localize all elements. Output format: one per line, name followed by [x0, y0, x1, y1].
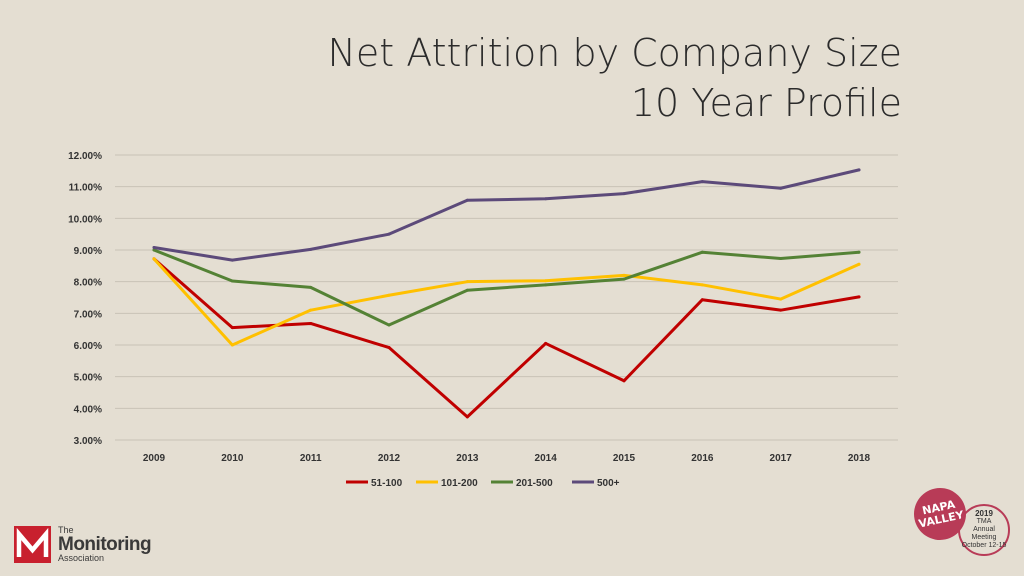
x-tick-label: 2015 [613, 453, 636, 464]
data-point-201-500 [779, 257, 783, 261]
series-line-201-500 [152, 248, 861, 327]
data-point-101-200 [309, 308, 313, 312]
logo-line-1: The [58, 524, 74, 535]
data-point-51-100 [622, 379, 626, 383]
y-tick-label: 12.00% [68, 151, 102, 162]
data-point-201-500 [465, 288, 469, 292]
data-point-51-100 [544, 341, 548, 345]
x-tick-label: 2016 [691, 453, 714, 464]
series-line-500+ [152, 168, 861, 262]
legend-label-101-200: 101-200 [441, 478, 478, 489]
series-line-101-200 [152, 257, 861, 347]
y-tick-label: 5.00% [74, 373, 102, 384]
y-tick-label: 4.00% [74, 404, 102, 415]
x-tick-label: 2013 [456, 453, 479, 464]
data-point-51-100 [857, 295, 861, 299]
logo-line-3: Association [58, 552, 105, 563]
title-line-2: 10 Year Profile [630, 81, 902, 125]
data-point-500+ [622, 192, 626, 196]
data-point-101-200 [152, 257, 156, 261]
y-tick-label: 6.00% [74, 341, 102, 352]
data-point-500+ [465, 198, 469, 202]
data-point-101-200 [857, 262, 861, 266]
y-tick-label: 9.00% [74, 246, 102, 257]
x-tick-label: 2011 [300, 453, 322, 464]
data-point-51-100 [230, 326, 234, 330]
x-tick-label: 2012 [378, 453, 401, 464]
data-point-500+ [309, 247, 313, 251]
x-tick-label: 2009 [143, 453, 166, 464]
series-line-51-100 [152, 257, 861, 419]
data-point-51-100 [465, 415, 469, 419]
meeting-seal: 2019 TMA Annual Meeting October 12-15 [958, 504, 1010, 556]
legend-label-51-100: 51-100 [371, 478, 403, 489]
x-tick-label: 2010 [221, 453, 244, 464]
data-point-101-200 [387, 293, 391, 297]
y-tick-label: 7.00% [74, 309, 102, 320]
logo-line-2: Monitoring [58, 533, 152, 555]
data-point-500+ [700, 180, 704, 184]
data-point-201-500 [230, 279, 234, 283]
data-point-201-500 [152, 248, 156, 252]
data-point-101-200 [622, 273, 626, 277]
data-point-51-100 [387, 346, 391, 350]
page-title: Net Attrition by Company Size 10 Year Pr… [327, 28, 902, 128]
title-line-1: Net Attrition by Company Size [327, 31, 902, 75]
annual-meeting-badge: NAPA VALLEY 2019 TMA Annual Meeting Octo… [909, 480, 1012, 564]
data-point-500+ [387, 232, 391, 236]
data-point-101-200 [230, 343, 234, 347]
data-point-500+ [152, 245, 156, 249]
data-point-500+ [779, 186, 783, 190]
legend-label-201-500: 201-500 [516, 478, 553, 489]
data-point-101-200 [779, 297, 783, 301]
data-point-500+ [857, 168, 861, 172]
x-tick-label: 2017 [770, 453, 793, 464]
monitoring-association-logo: The Monitoring Association [14, 524, 152, 564]
data-point-51-100 [779, 308, 783, 312]
data-point-201-500 [387, 323, 391, 327]
data-point-201-500 [544, 283, 548, 287]
data-point-500+ [230, 258, 234, 262]
x-tick-label: 2014 [535, 453, 558, 464]
y-tick-label: 3.00% [74, 436, 102, 447]
y-tick-label: 11.00% [69, 183, 102, 194]
data-point-201-500 [622, 277, 626, 281]
data-point-101-200 [465, 280, 469, 284]
data-point-101-200 [700, 283, 704, 287]
data-point-500+ [544, 197, 548, 201]
x-tick-label: 2018 [848, 453, 871, 464]
logo-mark-icon [14, 525, 51, 563]
y-tick-label: 8.00% [74, 278, 102, 289]
data-point-201-500 [309, 285, 313, 289]
data-point-51-100 [309, 321, 313, 325]
data-point-101-200 [544, 279, 548, 283]
data-point-201-500 [857, 250, 861, 254]
data-point-51-100 [700, 298, 704, 302]
y-tick-label: 10.00% [68, 214, 102, 225]
legend-label-500+: 500+ [597, 478, 620, 489]
data-point-201-500 [700, 250, 704, 254]
